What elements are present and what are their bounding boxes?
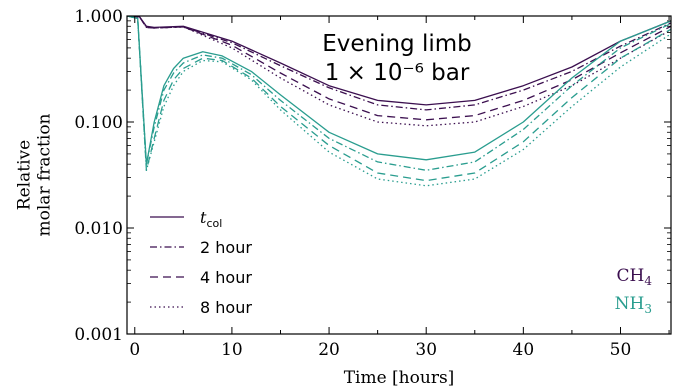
legend-label: tcol xyxy=(200,208,222,230)
x-tick-label: 20 xyxy=(318,340,340,360)
series-line-nh3-8-hour xyxy=(127,16,671,187)
y-axis-label: Relativemolar fraction xyxy=(14,113,54,236)
species-label-sub: 3 xyxy=(644,302,652,316)
chart-title: Evening limb xyxy=(322,31,472,57)
species-labels: CH4 NH3 xyxy=(615,266,653,316)
y-tick-label: 0.100 xyxy=(74,113,123,133)
legend-label-sub: col xyxy=(206,217,222,230)
series-line-ch4-8-hour xyxy=(127,16,671,127)
x-tick-label: 40 xyxy=(513,340,535,360)
series-line-nh3-4-hour xyxy=(127,16,671,182)
x-tick-label: 50 xyxy=(610,340,632,360)
species-label-ch4: CH4 xyxy=(617,266,653,288)
series-line-nh3-t_col xyxy=(127,16,671,165)
y-tick-label: 0.010 xyxy=(74,219,123,239)
x-tick-label: 0 xyxy=(129,340,140,360)
legend-label: 2 hour xyxy=(200,238,252,257)
plot-frame xyxy=(126,15,672,335)
y-tick-label: 1.000 xyxy=(74,7,123,27)
y-axis-label-line: Relative xyxy=(14,140,34,210)
species-label-sub: 4 xyxy=(644,274,652,288)
legend-label-main: t xyxy=(200,208,207,227)
species-label-main: CH xyxy=(617,266,645,286)
series-layer xyxy=(127,16,671,187)
y-axis-label-line: molar fraction xyxy=(35,113,55,236)
species-label-nh3: NH3 xyxy=(615,294,652,316)
series-line-ch4-t_col xyxy=(127,16,671,106)
x-tick-label: 10 xyxy=(221,340,243,360)
x-tick-label: 30 xyxy=(415,340,437,360)
series-line-nh3-2-hour xyxy=(127,16,671,171)
legend-label: 8 hour xyxy=(200,298,252,317)
species-label-main: NH xyxy=(615,294,645,314)
x-axis-label: Time [hours] xyxy=(344,368,455,387)
legend: tcol 2 hour 4 hour 8 hour xyxy=(150,208,252,317)
ticks-layer: 0 10 20 30 40 50 0.001 0.010 0.100 1.000 xyxy=(74,7,671,360)
y-tick-label: 0.001 xyxy=(74,325,123,345)
chart-subtitle: 1 × 10⁻⁶ bar xyxy=(325,60,470,86)
series-line-ch4-2-hour xyxy=(127,16,671,111)
legend-label: 4 hour xyxy=(200,268,252,287)
